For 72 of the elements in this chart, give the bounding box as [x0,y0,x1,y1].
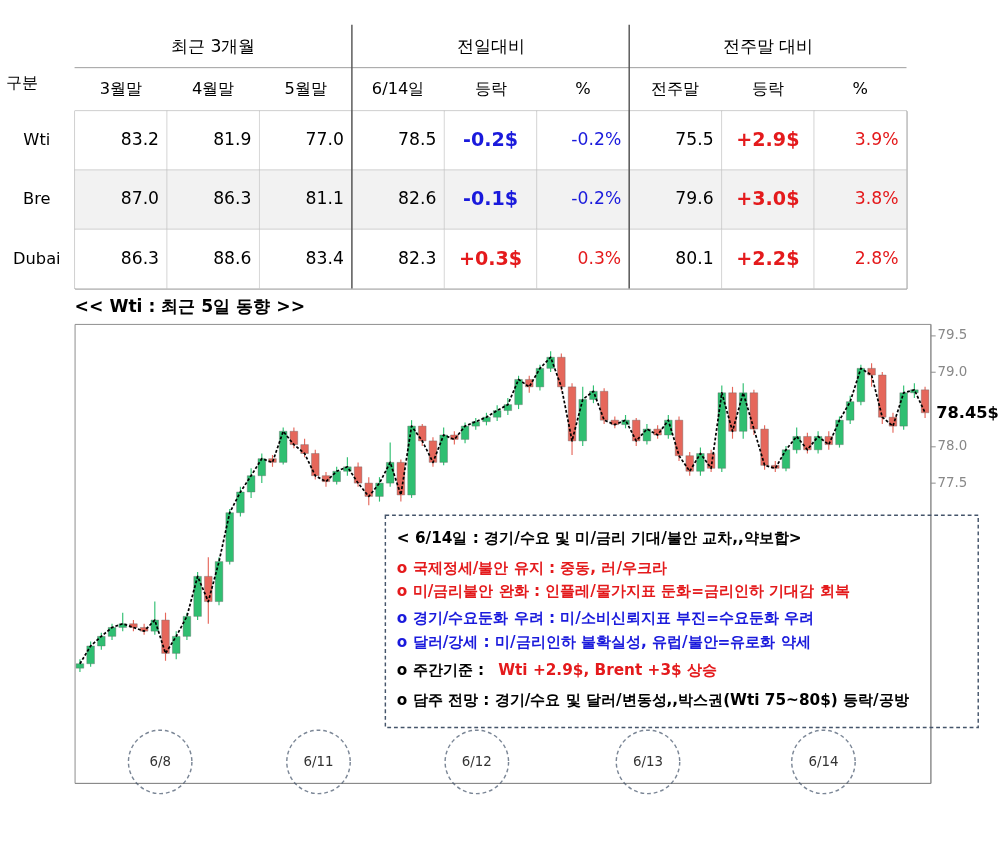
candlestick [236,486,245,517]
chart-title: << Wti : 최근 5일 동향 >> [74,296,306,317]
x-tick-label: 4월말 [192,78,235,98]
data-label: 75.5 [675,129,714,150]
candlestick [696,446,705,477]
data-label: 2.8% [854,247,899,268]
data-label: 83.4 [305,247,344,268]
annotation: < 6/14일 : 경기/수요 및 미/금리 기대/불안 교차,,약보합> [396,528,802,547]
text: 전주말 대비 [722,36,814,57]
y-tick-label: 79.5 [937,327,968,343]
data-label: 88.6 [213,247,252,268]
candlestick [921,386,930,419]
text: 78.45$ [936,402,999,422]
data-label: 81.9 [213,129,252,150]
candlestick [792,427,801,455]
annotation: o 달러/강세 : 미/금리인하 불확실성, 유럽/불안=유로화 약세 [396,633,811,652]
text: 최근 3개월 [171,36,256,57]
data-label: +2.2$ [736,246,800,270]
candlestick [300,438,309,458]
annotation: 6/14 [808,753,839,769]
candlestick [311,449,320,480]
y-tick-label: 77.5 [937,475,968,491]
data-label: -0.2% [571,129,622,150]
candlestick [375,476,384,503]
data-label: 79.6 [675,188,714,209]
data-label: 83.2 [120,129,160,150]
data-label: 0.3% [577,247,622,268]
data-label: +0.3$ [458,246,523,270]
annotation: o 미/금리불안 완화 : 인플레/물가지표 둔화=금리인하 기대감 회복 [396,582,850,601]
annotation: 6/11 [303,753,334,769]
data-label: 81.1 [305,188,344,209]
data-label: 86.3 [213,188,252,209]
y-tick-label: Dubai [13,248,61,268]
data-label: +2.9$ [736,128,800,152]
y-axis-title: 구분 [6,73,39,93]
annotation: 6/12 [461,753,492,769]
x-tick-label: % [852,78,869,98]
annotation: 6/8 [149,753,171,769]
data-label: 80.1 [675,247,714,268]
data-label: 86.3 [120,247,160,268]
y-tick-label: 79.0 [937,364,968,380]
annotation: o 담주 전망 : 경기/수요 및 달러/변동성,,박스권(Wti 75~80$) 등락/공방 [396,691,909,710]
x-tick-label: 6/14일 [371,78,425,98]
data-label: 77.0 [305,129,344,150]
x-tick-label: 3월말 [99,78,142,98]
x-tick-label: 등락 [751,78,784,98]
candlestick [86,640,95,668]
data-label: -0.2$ [463,128,519,152]
data-label: 3.9% [854,129,899,150]
annotation: o 주간기준 : [396,660,485,679]
data-label: +3.0$ [736,187,800,211]
data-label: -0.1$ [463,187,519,211]
x-tick-label: % [575,78,591,98]
annotation: 6/13 [632,753,664,769]
data-label: 3.8% [854,188,899,209]
x-tick-label: 5월말 [284,78,327,98]
data-label: 78.5 [398,129,437,150]
data-label: 82.3 [398,247,437,268]
text: 전일대비 [456,36,525,57]
data-label: 87.0 [120,188,160,209]
y-tick-label: Bre [23,189,51,209]
candlestick [781,445,791,472]
data-label: -0.2% [571,188,622,209]
y-tick-label: Wti [23,130,51,150]
y-tick-label: 78.0 [937,438,968,454]
x-tick-label: 전주말 [651,78,700,98]
data-label: 82.6 [398,188,437,209]
candlestick [803,432,812,455]
annotation: o 경기/수요둔화 우려 : 미/소비신뢰지표 부진=수요둔화 우려 [396,609,815,628]
annotation: o 국제정세/불안 유지 : 중동, 러/우크라 [396,558,668,577]
x-tick-label: 등락 [474,78,507,98]
annotation: Wti +2.9$, Brent +3$ 상승 [498,660,717,679]
